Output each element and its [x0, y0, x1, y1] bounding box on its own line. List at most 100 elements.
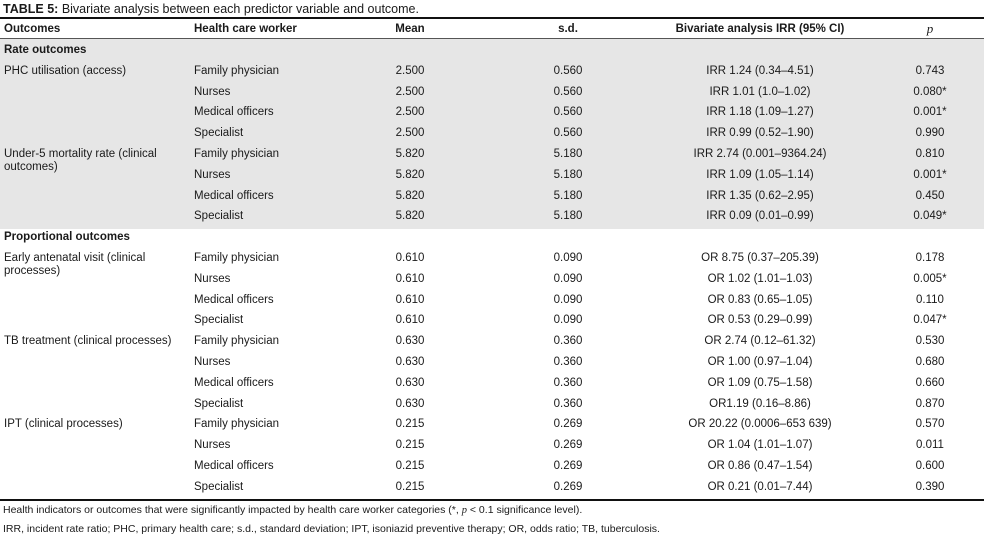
p-value-cell: 0.080*: [913, 85, 947, 98]
table-row: Medical officers 5.820 5.180 IRR 1.35 (0.62…: [0, 186, 984, 207]
ci-cell: IRR 0.09 (0.01–0.99): [706, 210, 814, 223]
header-worker: Health care worker: [194, 23, 297, 35]
sd-cell: 5.180: [553, 168, 583, 181]
ci-cell: IRR 0.99 (0.52–1.90): [706, 127, 814, 140]
worker-cell: Family physician: [194, 252, 279, 264]
sd-cell: 0.360: [553, 397, 583, 410]
table-row: Early antenatal visit (clinical processe…: [0, 248, 984, 277]
p-value-cell: 0.390: [915, 480, 945, 493]
table-row: Specialist 0.610 0.090 OR 0.53 (0.29–0.99) 0…: [0, 310, 984, 331]
table-row: Nurses 2.500 0.560 IRR 1.01 (1.0–1.02) 0.080…: [0, 82, 984, 103]
mean-cell: 2.500: [395, 64, 425, 77]
sd-cell: 0.269: [553, 480, 583, 493]
p-value-cell: 0.450: [915, 189, 945, 202]
mean-cell: 0.610: [395, 314, 425, 327]
sd-cell: 0.360: [553, 356, 583, 368]
table-row: PHC utilisation (access) Family physician…: [0, 61, 984, 82]
mean-cell: 0.610: [395, 252, 425, 264]
header-outcomes: Outcomes: [4, 23, 61, 35]
ci-cell: IRR 1.01 (1.0–1.02): [709, 85, 811, 98]
outcome-cell: Under-5 mortality rate (clinical outcome…: [4, 148, 157, 173]
mean-cell: 2.500: [395, 85, 425, 98]
worker-cell: Specialist: [194, 127, 244, 140]
ci-cell: OR 1.02 (1.01–1.03): [707, 272, 813, 285]
outcome-cell: Early antenatal visit (clinical processe…: [4, 252, 146, 277]
table-row: Medical officers 0.610 0.090 OR 0.83 (0.65–…: [0, 290, 984, 311]
p-value-cell: 0.600: [915, 460, 945, 472]
table-row: Nurses 0.630 0.360 OR 1.00 (0.97–1.04) 0.680: [0, 352, 984, 373]
table-row: Specialist 5.820 5.180 IRR 0.09 (0.01–0.99)…: [0, 206, 984, 227]
worker-cell: Family physician: [194, 418, 279, 431]
ci-cell: OR 0.21 (0.01–7.44): [707, 480, 813, 493]
table-row: Nurses 0.215 0.269 OR 1.04 (1.01–1.07) 0.011: [0, 435, 984, 456]
footnote-significance: Health indicators or outcomes that were …: [3, 504, 582, 516]
worker-cell: Specialist: [194, 210, 244, 223]
table-row: Specialist 2.500 0.560 IRR 0.99 (0.52–1.90)…: [0, 123, 984, 144]
p-value-cell: 0.049*: [913, 210, 947, 223]
sd-cell: 0.090: [553, 293, 583, 306]
top-rule: [0, 17, 984, 19]
mean-cell: 2.500: [395, 106, 425, 119]
p-value-cell: 0.011: [916, 439, 944, 452]
table-row: Nurses 0.610 0.090 OR 1.02 (1.01–1.03) 0.005…: [0, 269, 984, 290]
sd-cell: 0.090: [553, 272, 583, 285]
sd-cell: 0.269: [553, 460, 583, 472]
sd-cell: 0.090: [553, 314, 583, 327]
sd-cell: 0.360: [553, 335, 583, 348]
table-caption: Bivariate analysis between each predicto…: [61, 2, 419, 16]
p-value-cell: 0.660: [915, 376, 945, 389]
worker-cell: Family physician: [194, 148, 279, 160]
sd-cell: 0.560: [553, 106, 583, 119]
sd-cell: 5.180: [553, 210, 583, 223]
p-value-cell: 0.178: [915, 252, 945, 264]
table-row: Medical officers 0.215 0.269 OR 0.86 (0.47–…: [0, 456, 984, 477]
worker-cell: Specialist: [194, 480, 244, 493]
mean-cell: 0.215: [395, 480, 425, 493]
p-value-cell: 0.810: [915, 148, 945, 160]
mean-cell: 0.630: [395, 376, 425, 389]
sd-cell: 0.360: [553, 376, 583, 389]
worker-cell: Specialist: [194, 397, 244, 410]
worker-cell: Family physician: [194, 335, 279, 348]
sd-cell: 0.560: [553, 127, 583, 140]
mean-cell: 0.630: [395, 397, 425, 410]
footnote-text: < 0.1 significance level).: [466, 504, 583, 516]
p-value-cell: 0.530: [915, 335, 945, 348]
table-header: Outcomes Health care worker Mean s.d. Bi…: [0, 19, 984, 39]
p-value-cell: 0.110: [916, 293, 944, 306]
table-title: TABLE 5: Bivariate analysis between each…: [3, 2, 419, 16]
sd-cell: 0.269: [553, 439, 583, 452]
mean-cell: 5.820: [395, 189, 425, 202]
worker-cell: Nurses: [194, 168, 231, 181]
outcome-cell: TB treatment (clinical processes): [4, 335, 172, 348]
mean-cell: 0.610: [395, 272, 425, 285]
p-value-cell: 0.743: [915, 64, 945, 77]
table-row: Nurses 5.820 5.180 IRR 1.09 (1.05–1.14) 0.00…: [0, 165, 984, 186]
p-value-cell: 0.001*: [913, 168, 947, 181]
worker-cell: Medical officers: [194, 293, 274, 306]
bottom-rule: [0, 499, 984, 501]
worker-cell: Family physician: [194, 64, 279, 77]
table-row: TB treatment (clinical processes) Family …: [0, 331, 984, 352]
p-value-cell: 0.001*: [913, 106, 947, 119]
worker-cell: Nurses: [194, 272, 231, 285]
footnote-abbreviations: IRR, incident rate ratio; PHC, primary h…: [3, 523, 660, 535]
ci-cell: IRR 1.18 (1.09–1.27): [706, 106, 814, 119]
table-row: IPT (clinical processes) Family physician…: [0, 414, 984, 435]
table-row: Medical officers 2.500 0.560 IRR 1.18 (1.09…: [0, 102, 984, 123]
ci-cell: OR 0.86 (0.47–1.54): [707, 460, 813, 472]
sd-cell: 0.269: [553, 418, 583, 431]
p-value-cell: 0.680: [915, 356, 945, 368]
ci-cell: OR 20.22 (0.0006–653 639): [688, 418, 832, 431]
ci-cell: IRR 2.74 (0.001–9364.24): [693, 148, 827, 160]
p-value-cell: 0.870: [915, 397, 945, 410]
header-mean: Mean: [395, 23, 425, 35]
mean-cell: 5.820: [395, 210, 425, 223]
sd-cell: 5.180: [553, 148, 583, 160]
table-row: Specialist 0.630 0.360 OR1.19 (0.16–8.86) 0.…: [0, 394, 984, 415]
ci-cell: OR 8.75 (0.37–205.39): [701, 252, 819, 264]
footnote-text: Health indicators or outcomes that were …: [3, 504, 462, 516]
mean-cell: 0.630: [395, 356, 425, 368]
section-row: Proportional outcomes: [0, 227, 984, 248]
mean-cell: 0.215: [395, 418, 425, 431]
